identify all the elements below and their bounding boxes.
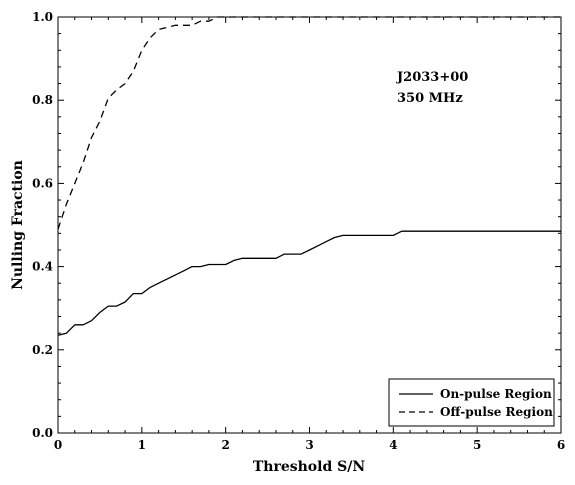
x-tick-label: 3 [305, 438, 313, 452]
y-tick-label: 0.6 [32, 176, 53, 190]
x-tick-label: 6 [557, 438, 565, 452]
y-tick-label: 0.2 [32, 343, 53, 357]
off-pulse-series-line [57, 16, 561, 230]
y-tick-label: 0.8 [32, 93, 53, 107]
series-lines [57, 16, 561, 336]
axis-ticks: 0 1 2 3 4 5 6 0.0 0.2 0.4 0.6 0.8 1.0 [32, 10, 565, 452]
x-tick-label: 4 [389, 438, 397, 452]
x-axis-label: Threshold S/N [253, 459, 365, 475]
source-name-annotation: J2033+00 [396, 70, 468, 85]
frequency-annotation: 350 MHz [397, 91, 463, 106]
x-tick-label: 5 [473, 438, 481, 452]
on-pulse-series-line [57, 230, 561, 336]
x-tick-label: 1 [138, 438, 146, 452]
y-tick-label: 0.4 [32, 260, 53, 274]
y-tick-label: 0.0 [32, 426, 53, 440]
legend-box [388, 378, 555, 427]
x-tick-label: 2 [221, 438, 229, 452]
y-tick-label: 1.0 [32, 10, 53, 24]
legend: On-pulse Region Off-pulse Region [388, 378, 555, 427]
plot-frame [57, 16, 562, 434]
x-tick-label: 0 [54, 438, 62, 452]
legend-label-off-pulse: Off-pulse Region [440, 405, 553, 419]
y-axis-label: Nulling Fraction [10, 160, 26, 290]
legend-label-on-pulse: On-pulse Region [440, 387, 552, 401]
